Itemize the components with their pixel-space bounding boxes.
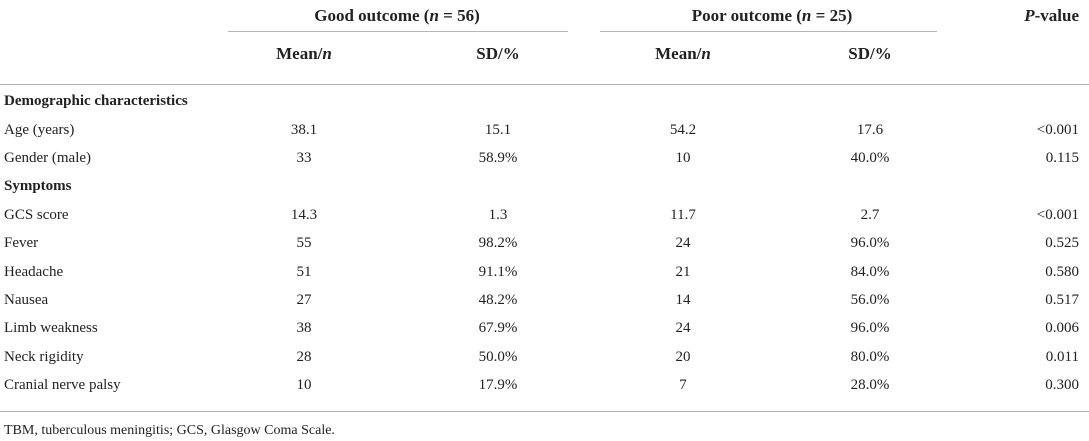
subheader-poor-mean: Mean/n <box>655 44 711 63</box>
pvalue-cell: 0.517 <box>1045 292 1079 308</box>
pvalue-cell: 0.525 <box>1045 235 1079 251</box>
group-rule-good <box>228 31 568 32</box>
table-bottom-rule <box>0 411 1089 412</box>
pvalue-cell: <0.001 <box>1036 122 1079 138</box>
table-cell: 7 <box>679 377 687 393</box>
subheader-poor-sd: SD/% <box>848 44 892 63</box>
table-cell: 48.2% <box>478 292 518 308</box>
row-label: Neck rigidity <box>4 349 84 365</box>
row-label: Fever <box>4 235 39 251</box>
table-cell: 17.6 <box>856 122 884 138</box>
pvalue-cell: <0.001 <box>1036 207 1079 223</box>
section-heading: Symptoms <box>4 178 72 194</box>
row-label: Limb weakness <box>4 320 98 336</box>
table-cell: 91.1% <box>478 264 518 280</box>
group-header-good-outcome: Good outcome (n = 56) <box>314 6 480 25</box>
table-cell: 2.7 <box>860 207 880 223</box>
pvalue-cell: 0.580 <box>1045 264 1079 280</box>
pvalue-cell: 0.300 <box>1045 377 1079 393</box>
table-cell: 84.0% <box>850 264 890 280</box>
subheader-good-mean: Mean/n <box>276 44 332 63</box>
pvalue-cell: 0.115 <box>1045 150 1079 166</box>
row-label: GCS score <box>4 207 69 223</box>
table-cell: 17.9% <box>478 377 518 393</box>
table-cell: 50.0% <box>478 349 518 365</box>
table-cell: 24 <box>675 235 691 251</box>
row-label: Headache <box>4 264 64 280</box>
table-cell: 98.2% <box>478 235 518 251</box>
table-cell: 28 <box>296 349 312 365</box>
pvalue-header: P-value <box>1024 6 1079 25</box>
table-cell: 58.9% <box>478 150 518 166</box>
table-cell: 38 <box>296 320 312 336</box>
table-cell: 96.0% <box>850 320 890 336</box>
row-label: Gender (male) <box>4 150 92 166</box>
row-label: Age (years) <box>4 122 75 138</box>
table-cell: 14 <box>675 292 691 308</box>
table-cell: 28.0% <box>850 377 890 393</box>
table-cell: 21 <box>675 264 691 280</box>
subheader-good-sd: SD/% <box>476 44 520 63</box>
table-cell: 15.1 <box>484 122 512 138</box>
row-label: Nausea <box>4 292 49 308</box>
table-cell: 10 <box>675 150 691 166</box>
pvalue-cell: 0.006 <box>1045 320 1079 336</box>
pvalue-cell: 0.011 <box>1045 349 1079 365</box>
group-header-poor-outcome: Poor outcome (n = 25) <box>691 6 853 25</box>
table-cell: 33 <box>296 150 312 166</box>
table-cell: 14.3 <box>290 207 318 223</box>
section-heading: Demographic characteristics <box>4 93 188 109</box>
row-label: Cranial nerve palsy <box>4 377 121 393</box>
table-cell: 67.9% <box>478 320 518 336</box>
table-cell: 10 <box>296 377 312 393</box>
table-cell: 11.7 <box>670 207 696 223</box>
table-cell: 40.0% <box>850 150 890 166</box>
table-cell: 54.2 <box>669 122 697 138</box>
table-cell: 20 <box>675 349 691 365</box>
table-cell: 51 <box>296 264 312 280</box>
table-cell: 96.0% <box>850 235 890 251</box>
header-rule <box>0 84 1089 85</box>
group-rule-poor <box>600 31 937 32</box>
table-cell: 1.3 <box>488 207 508 223</box>
table-footnote: TBM, tuberculous meningitis; GCS, Glasgo… <box>4 423 335 438</box>
table-cell: 55 <box>296 235 312 251</box>
table-cell: 24 <box>675 320 691 336</box>
table-cell: 80.0% <box>850 349 890 365</box>
table-cell: 38.1 <box>290 122 318 138</box>
table-cell: 27 <box>296 292 312 308</box>
table-cell: 56.0% <box>850 292 890 308</box>
